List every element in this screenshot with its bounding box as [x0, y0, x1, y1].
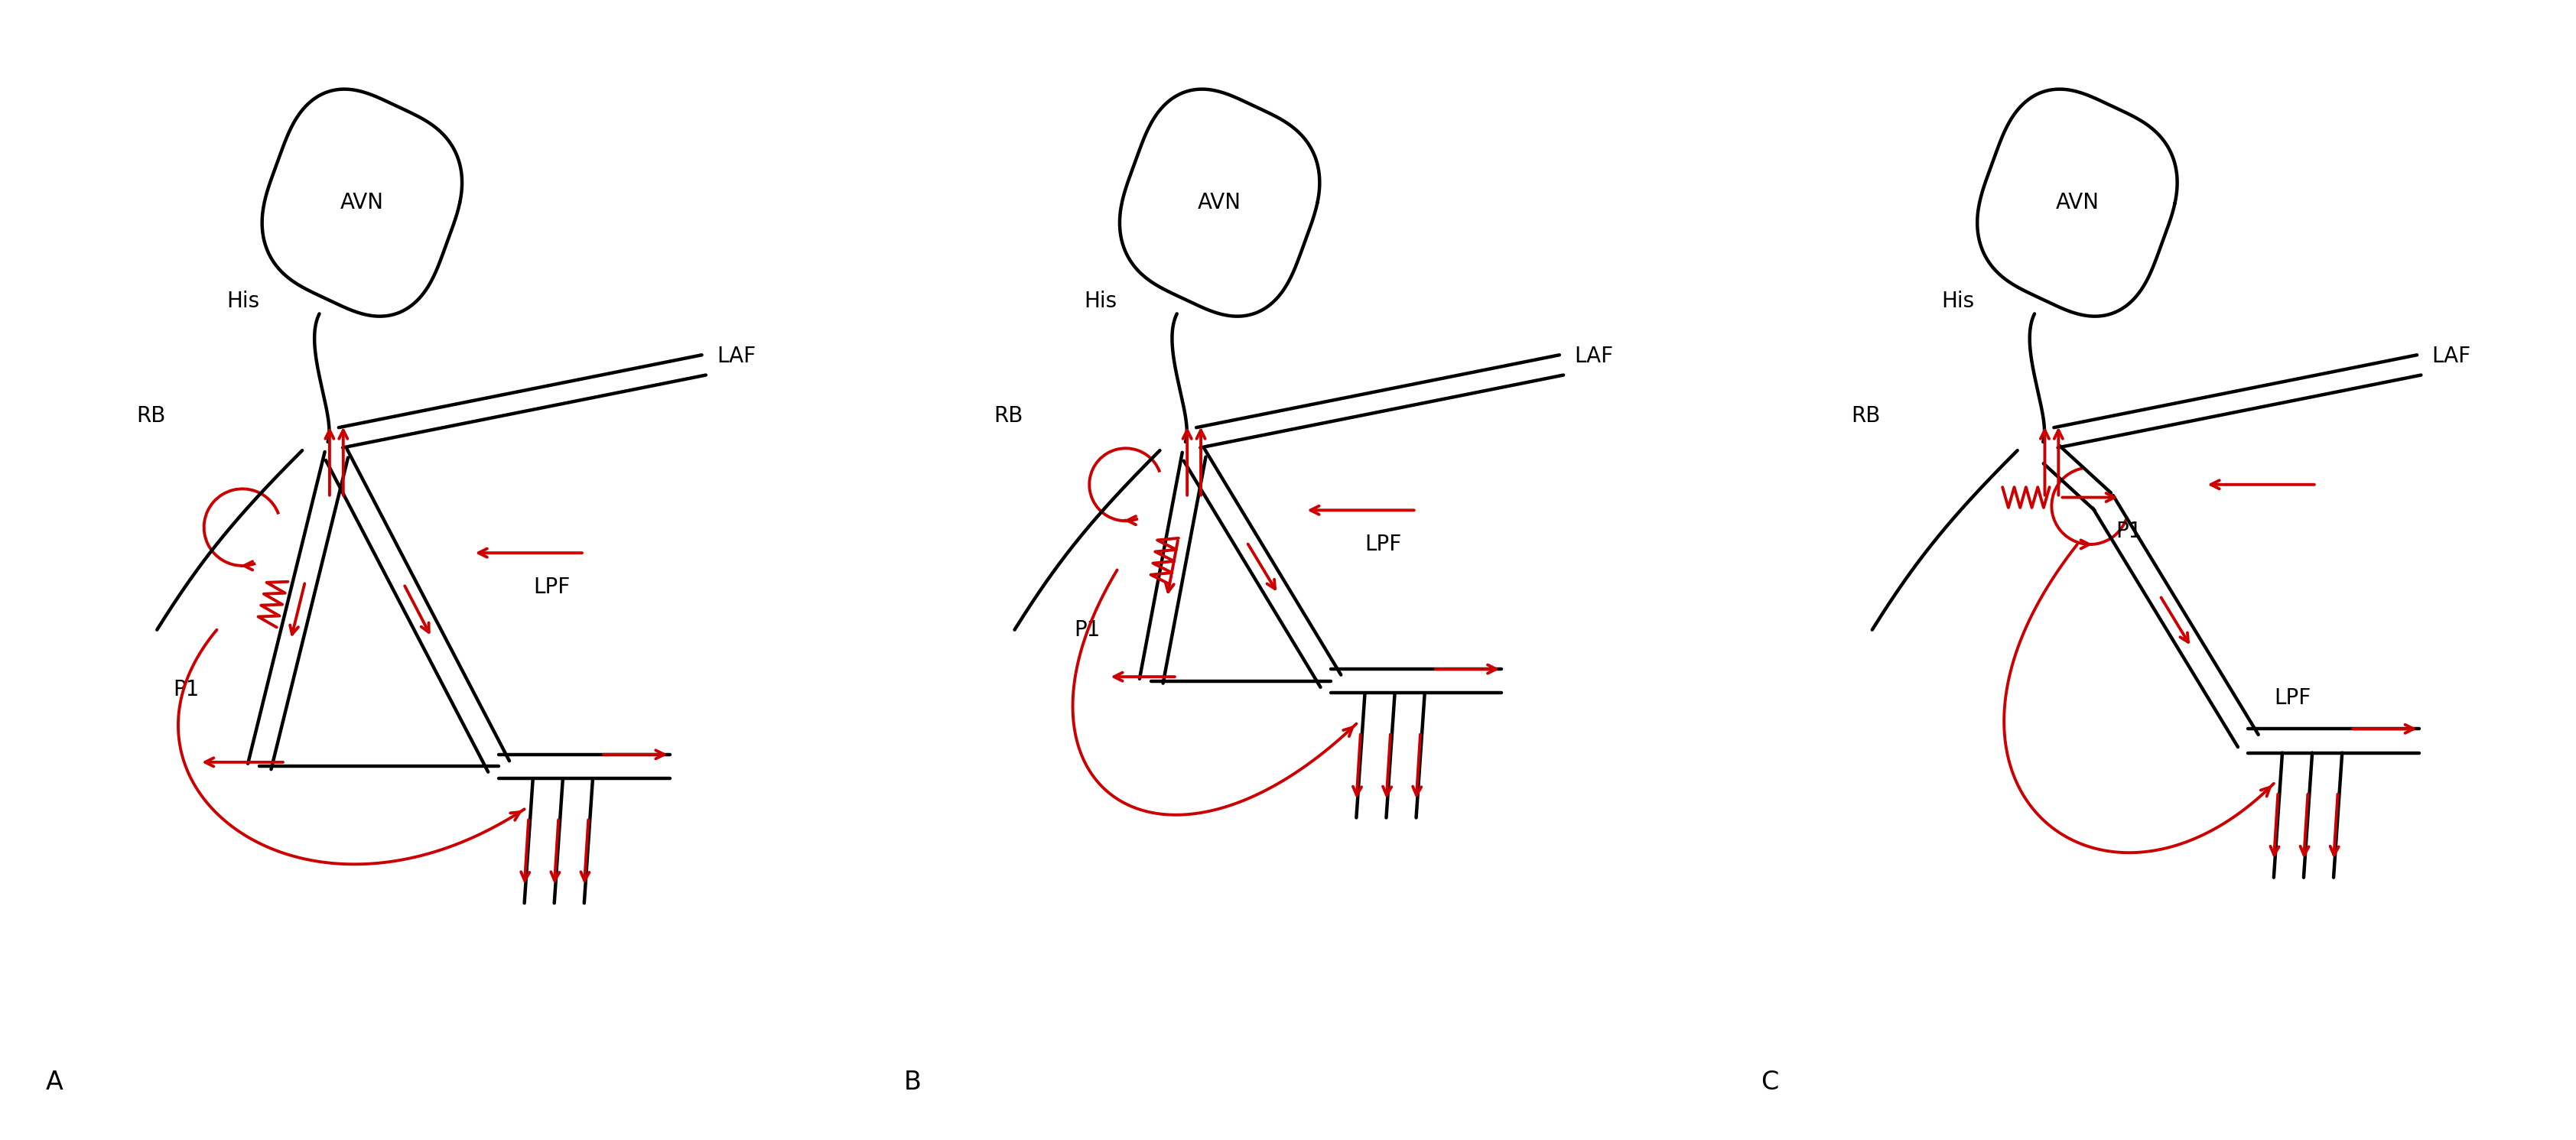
Polygon shape: [263, 89, 461, 316]
Text: P1: P1: [173, 679, 201, 700]
Text: P1: P1: [2115, 521, 2143, 543]
Text: AVN: AVN: [2056, 192, 2099, 213]
Text: LPF: LPF: [2275, 687, 2311, 709]
Text: AVN: AVN: [340, 192, 384, 213]
Text: LAF: LAF: [2432, 345, 2470, 367]
Text: P1: P1: [1074, 619, 1100, 641]
Text: LPF: LPF: [1365, 534, 1401, 555]
Text: His: His: [1084, 291, 1118, 311]
Text: RB: RB: [1852, 406, 1880, 428]
Text: LAF: LAF: [716, 345, 755, 367]
Text: RB: RB: [137, 406, 165, 428]
Text: C: C: [1762, 1069, 1780, 1096]
Text: His: His: [1942, 291, 1976, 311]
Polygon shape: [1978, 89, 2177, 316]
Text: LAF: LAF: [1574, 345, 1613, 367]
Text: His: His: [227, 291, 260, 311]
Text: LPF: LPF: [533, 577, 569, 597]
Text: RB: RB: [994, 406, 1023, 428]
Text: A: A: [46, 1069, 64, 1096]
Polygon shape: [1121, 89, 1319, 316]
Text: AVN: AVN: [1198, 192, 1242, 213]
Text: B: B: [904, 1069, 922, 1096]
